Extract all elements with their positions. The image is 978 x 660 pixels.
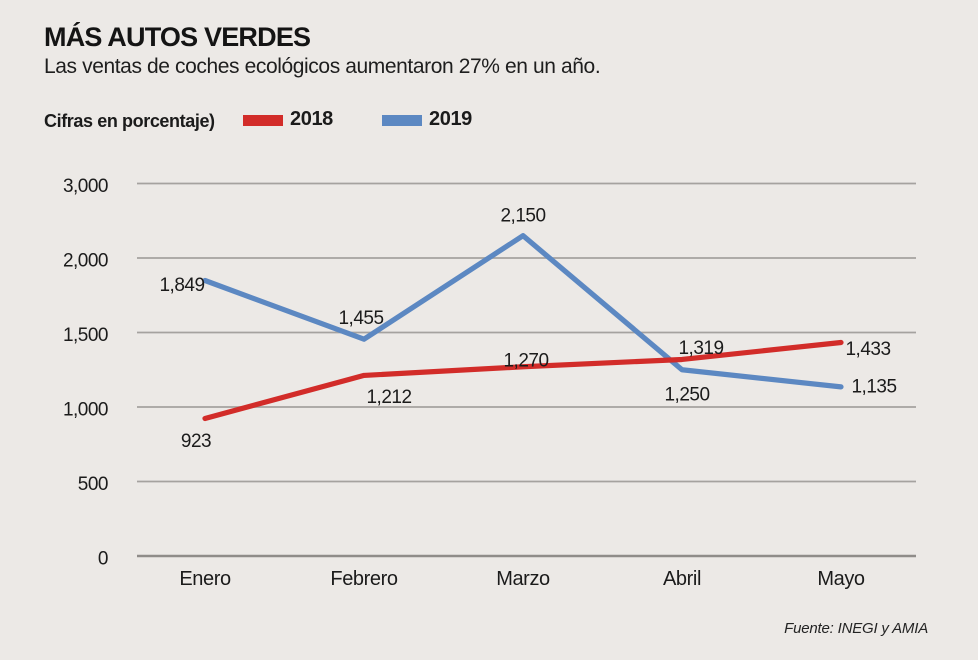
data-label-2018-mayo: 1,433 — [845, 339, 890, 360]
data-label-2019-mayo: 1,135 — [851, 377, 896, 398]
page-title: MÁS AUTOS VERDES — [44, 22, 311, 52]
y-tick-label: 3,000 — [63, 176, 108, 197]
x-tick-label-enero: Enero — [179, 568, 231, 590]
legend-note: Cifras en porcentaje) — [44, 111, 215, 131]
legend-label-2018: 2018 — [290, 108, 333, 130]
x-tick-label-marzo: Marzo — [496, 568, 550, 590]
y-tick-label: 0 — [98, 549, 108, 570]
y-tick-label: 1,500 — [63, 325, 108, 346]
x-tick-label-febrero: Febrero — [330, 568, 398, 590]
data-label-2019-marzo: 2,150 — [500, 205, 545, 226]
data-label-2018-abril: 1,319 — [678, 338, 723, 359]
source-note: Fuente: INEGI y AMIA — [784, 620, 928, 637]
legend-item-2018: 2018 — [243, 108, 333, 131]
legend-label-2019: 2019 — [429, 108, 472, 130]
data-label-2018-enero: 923 — [181, 431, 211, 452]
data-label-2018-febrero: 1,212 — [366, 387, 411, 408]
y-tick-label: 500 — [78, 474, 108, 495]
data-label-2018-marzo: 1,270 — [503, 350, 548, 371]
y-tick-label: 1,000 — [63, 400, 108, 421]
data-label-2019-enero: 1,849 — [159, 275, 204, 296]
x-tick-label-abril: Abril — [663, 568, 701, 590]
series-line-2019 — [202, 233, 844, 390]
data-label-2019-abril: 1,250 — [664, 384, 709, 405]
legend: Cifras en porcentaje) 2018 2019 — [0, 108, 978, 134]
subtitle: Las ventas de coches ecológicos aumentar… — [44, 55, 601, 78]
legend-swatch-2019 — [382, 115, 422, 126]
legend-swatch-2018 — [243, 115, 283, 126]
x-tick-label-mayo: Mayo — [817, 568, 865, 590]
series-line-2018 — [202, 339, 844, 422]
y-tick-label: 2,000 — [63, 251, 108, 272]
data-label-2019-febrero: 1,455 — [338, 308, 383, 329]
legend-item-2019: 2019 — [382, 108, 472, 131]
